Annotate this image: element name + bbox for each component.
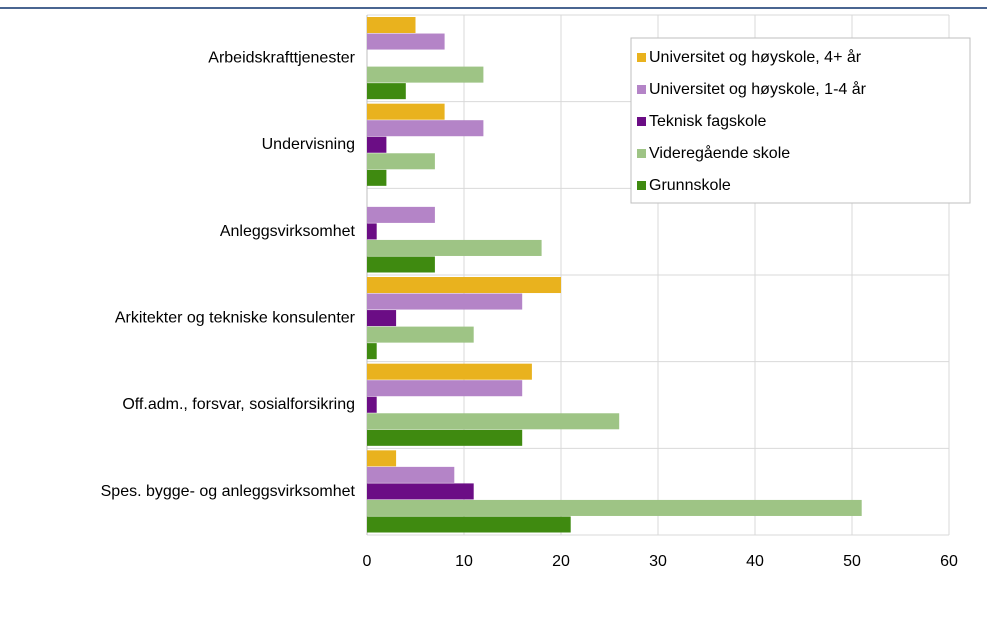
y-tick-label: Off.adm., forsvar, sosialforsikring	[122, 396, 355, 413]
y-tick-label: Arbeidskrafttjenester	[208, 50, 355, 67]
bar	[367, 256, 435, 273]
bar	[367, 120, 484, 137]
y-tick-label: Arkitekter og tekniske konsulenter	[115, 310, 356, 327]
x-tick-label: 40	[746, 553, 764, 570]
legend-label: Grunnskole	[649, 177, 731, 194]
bar	[367, 450, 397, 467]
legend-swatch	[637, 149, 646, 158]
bar	[367, 17, 416, 34]
bar	[367, 136, 387, 153]
legend-label: Videregående skole	[649, 144, 790, 162]
bar	[367, 83, 406, 100]
y-tick-label: Spes. bygge- og anleggsvirksomhet	[101, 483, 356, 500]
bar	[367, 380, 523, 397]
x-tick-label: 10	[455, 553, 473, 570]
bar	[367, 169, 387, 186]
bar	[367, 66, 484, 83]
bar	[367, 413, 620, 430]
top-rule	[0, 7, 987, 9]
bar	[367, 223, 377, 240]
bar	[367, 153, 435, 170]
legend-label: Universitet og høyskole, 1-4 år	[649, 80, 867, 98]
bar	[367, 363, 532, 380]
x-tick-label: 60	[940, 553, 958, 570]
x-tick-label: 30	[649, 553, 667, 570]
legend-swatch	[637, 53, 646, 62]
bar	[367, 466, 455, 483]
bar	[367, 343, 377, 360]
y-tick-label: Anleggsvirksomhet	[220, 223, 356, 240]
bar	[367, 103, 445, 120]
bar	[367, 33, 445, 50]
bar	[367, 310, 397, 327]
bar	[367, 326, 474, 343]
x-tick-label: 20	[552, 553, 570, 570]
legend-label: Universitet og høyskole, 4+ år	[649, 48, 862, 66]
bar	[367, 206, 435, 223]
legend-swatch	[637, 85, 646, 94]
bar	[367, 277, 561, 294]
bar	[367, 396, 377, 413]
bar	[367, 499, 862, 516]
x-tick-label: 50	[843, 553, 861, 570]
x-tick-label: 0	[363, 553, 372, 570]
bar	[367, 429, 523, 446]
y-tick-label: Undervisning	[262, 136, 355, 153]
legend-box	[630, 37, 971, 204]
bar	[367, 239, 542, 256]
bar	[367, 483, 474, 500]
legend-label: Teknisk fagskole	[649, 113, 766, 130]
bar	[367, 293, 523, 310]
legend-swatch	[637, 181, 646, 190]
legend-swatch	[637, 117, 646, 126]
bar	[367, 516, 571, 533]
